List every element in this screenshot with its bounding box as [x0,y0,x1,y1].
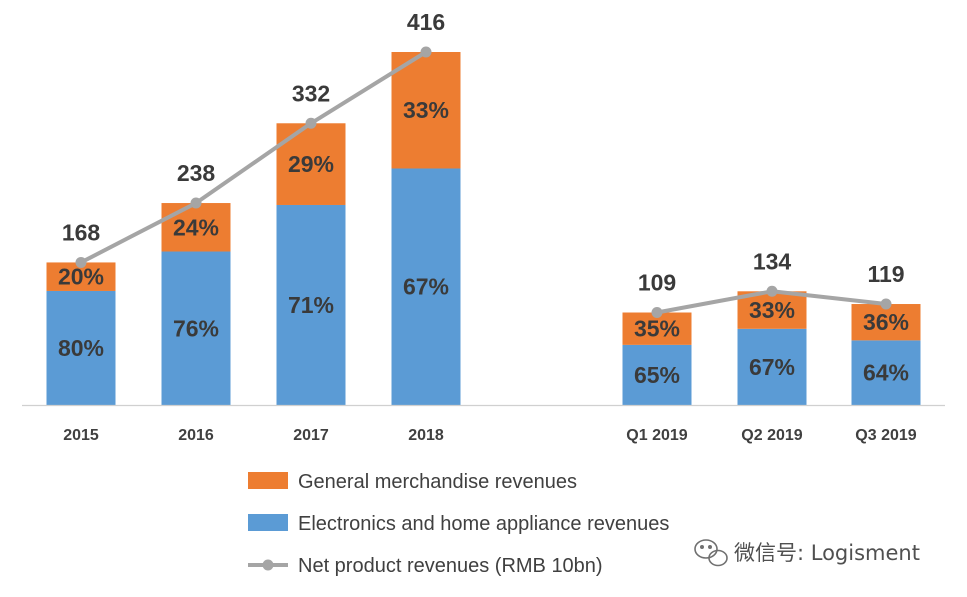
data-label-net-revenue: 134 [753,248,792,274]
data-label-net-revenue: 109 [638,270,676,296]
net-revenue-point [880,298,892,310]
category-label: 2018 [408,427,444,444]
data-label-electronics: 67% [749,354,795,380]
bar-electronics [276,204,346,405]
bars-layer [46,52,921,405]
bar-general [391,52,461,169]
legend-item-general: General merchandise revenues [248,471,577,493]
bar-electronics [46,290,116,405]
net-revenue-point [420,46,432,58]
data-label-electronics: 67% [403,274,449,300]
data-label-net-revenue: 332 [292,80,330,106]
data-label-electronics: 65% [634,362,680,388]
data-label-general: 35% [634,316,680,342]
data-label-general: 36% [863,309,909,335]
data-label-electronics: 80% [58,335,104,361]
net-revenue-point [305,117,317,129]
data-label-general: 33% [749,297,795,323]
data-label-general: 29% [288,151,334,177]
legend-swatch-electronics [248,514,288,531]
category-label: 2017 [293,427,329,444]
legend-marker-net-revenue [262,559,274,571]
line-layer [75,46,892,319]
bar-electronics [851,340,921,405]
net-revenue-line [80,50,428,265]
data-label-general: 24% [173,214,219,240]
bar-electronics [622,344,692,405]
data-label-net-revenue: 416 [407,9,445,35]
data-label-electronics: 71% [288,292,334,318]
legend-label-net-revenue: Net product revenues (RMB 10bn) [298,555,603,577]
bar-general [851,304,921,341]
net-revenue-point [651,307,663,319]
data-label-general: 20% [58,264,104,290]
category-label: Q1 2019 [626,427,687,444]
legend-label-electronics: Electronics and home appliance revenues [298,513,669,535]
labels-layer: 80% 20% 168 76% 24% 238 71% 29% 332 67% 33% 416 65% 3… [58,9,909,388]
category-label: 2016 [178,427,214,444]
data-label-net-revenue: 119 [867,261,904,287]
watermark-text: 微信号: Logisment [734,541,920,565]
category-label: 2015 [63,427,99,444]
data-label-net-revenue: 168 [62,219,101,245]
legend-label-general: General merchandise revenues [298,471,577,493]
legend-item-electronics: Electronics and home appliance revenues [248,513,669,535]
bar-general [161,203,231,252]
data-label-electronics: 76% [173,315,219,341]
net-revenue-point [766,285,778,297]
bar-electronics [161,251,231,405]
data-label-net-revenue: 238 [177,160,216,186]
data-label-electronics: 64% [863,360,909,386]
legend-item-net-revenue: Net product revenues (RMB 10bn) [248,555,603,577]
category-label: Q3 2019 [855,427,916,444]
watermark: 微信号: Logisment [694,539,920,567]
legend: General merchandise revenues Electronics… [248,471,669,577]
wechat-icon [694,539,728,567]
bar-electronics [391,168,461,405]
category-label: Q2 2019 [741,427,802,444]
category-labels: 2015 2016 2017 2018 Q1 2019 Q2 2019 Q3 2019 [63,427,917,444]
data-label-general: 33% [403,97,449,123]
bar-electronics [737,328,807,405]
legend-swatch-general [248,472,288,489]
net-revenue-point [190,197,202,209]
net-revenue-point [75,256,87,268]
